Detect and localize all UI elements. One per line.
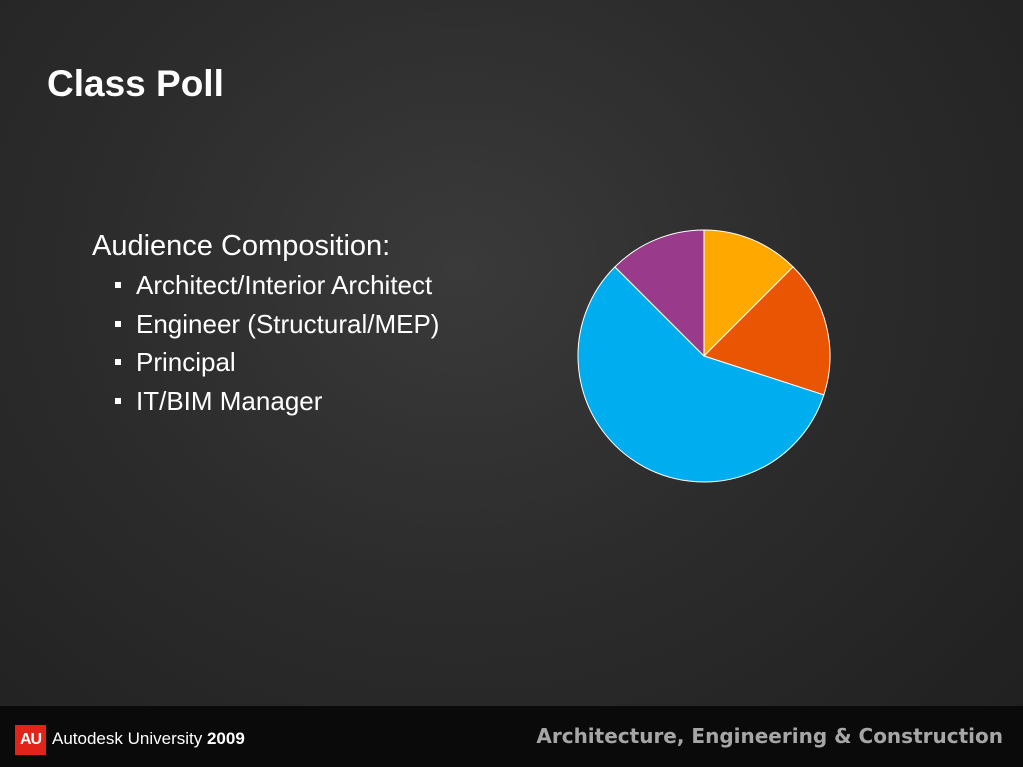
footer-bar: AU Autodesk University 2009 Architecture…	[0, 706, 1023, 767]
pie-slice-1	[703, 229, 794, 357]
square-bullet-icon	[115, 282, 121, 289]
brand-name: Autodesk University	[52, 729, 203, 748]
bullet-item: Architect/Interior Architect	[92, 266, 439, 305]
footer-track-title: Architecture, Engineering & Construction	[536, 724, 1003, 748]
square-bullet-icon	[115, 359, 121, 366]
footer-brand: Autodesk University 2009	[52, 726, 245, 752]
bullet-text: Engineer (Structural/MEP)	[136, 308, 440, 339]
pie-slice-3	[577, 266, 825, 483]
bullet-item: Principal	[92, 343, 439, 382]
bullet-list: Architect/Interior Architect Engineer (S…	[92, 266, 439, 420]
slide-body: Audience Composition: Architect/Interior…	[92, 228, 439, 420]
square-bullet-icon	[115, 320, 121, 327]
bullet-text: Architect/Interior Architect	[136, 270, 433, 301]
brand-year: 2009	[206, 729, 245, 748]
bullet-item: IT/BIM Manager	[92, 382, 439, 421]
au-logo: AU	[15, 725, 46, 755]
slide-title: Class Poll	[47, 63, 224, 104]
bullet-text: Principal	[136, 347, 236, 378]
pie-slice-4	[614, 229, 705, 357]
pie-chart	[577, 229, 831, 483]
bullet-heading: Audience Composition:	[92, 230, 391, 262]
bullet-text: IT/BIM Manager	[136, 385, 323, 416]
square-bullet-icon	[115, 397, 121, 404]
pie-slice-2	[703, 266, 831, 396]
bullet-item: Engineer (Structural/MEP)	[92, 305, 439, 344]
